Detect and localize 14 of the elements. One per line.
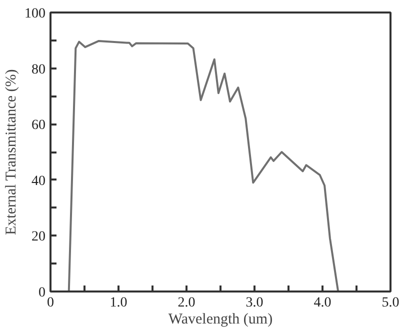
y-tick-label: 100 xyxy=(24,6,46,22)
x-tick-label: 3.0 xyxy=(246,296,264,310)
y-tick-label: 20 xyxy=(32,230,46,245)
x-tick-label: 4.0 xyxy=(314,296,332,310)
x-tick-label: 1.0 xyxy=(110,296,128,310)
x-axis-title: Wavelength (um) xyxy=(168,312,273,328)
x-tick-label: 5.0 xyxy=(382,296,400,310)
y-axis-title: External Transmittance (%) xyxy=(4,69,20,236)
y-tick-label: 40 xyxy=(32,174,46,189)
y-tick-label: 80 xyxy=(32,62,46,78)
line-series xyxy=(68,40,340,292)
y-tick-label: 0 xyxy=(38,286,46,300)
y-tick-label: 60 xyxy=(32,118,46,134)
x-tick-label: 2.0 xyxy=(178,296,196,310)
